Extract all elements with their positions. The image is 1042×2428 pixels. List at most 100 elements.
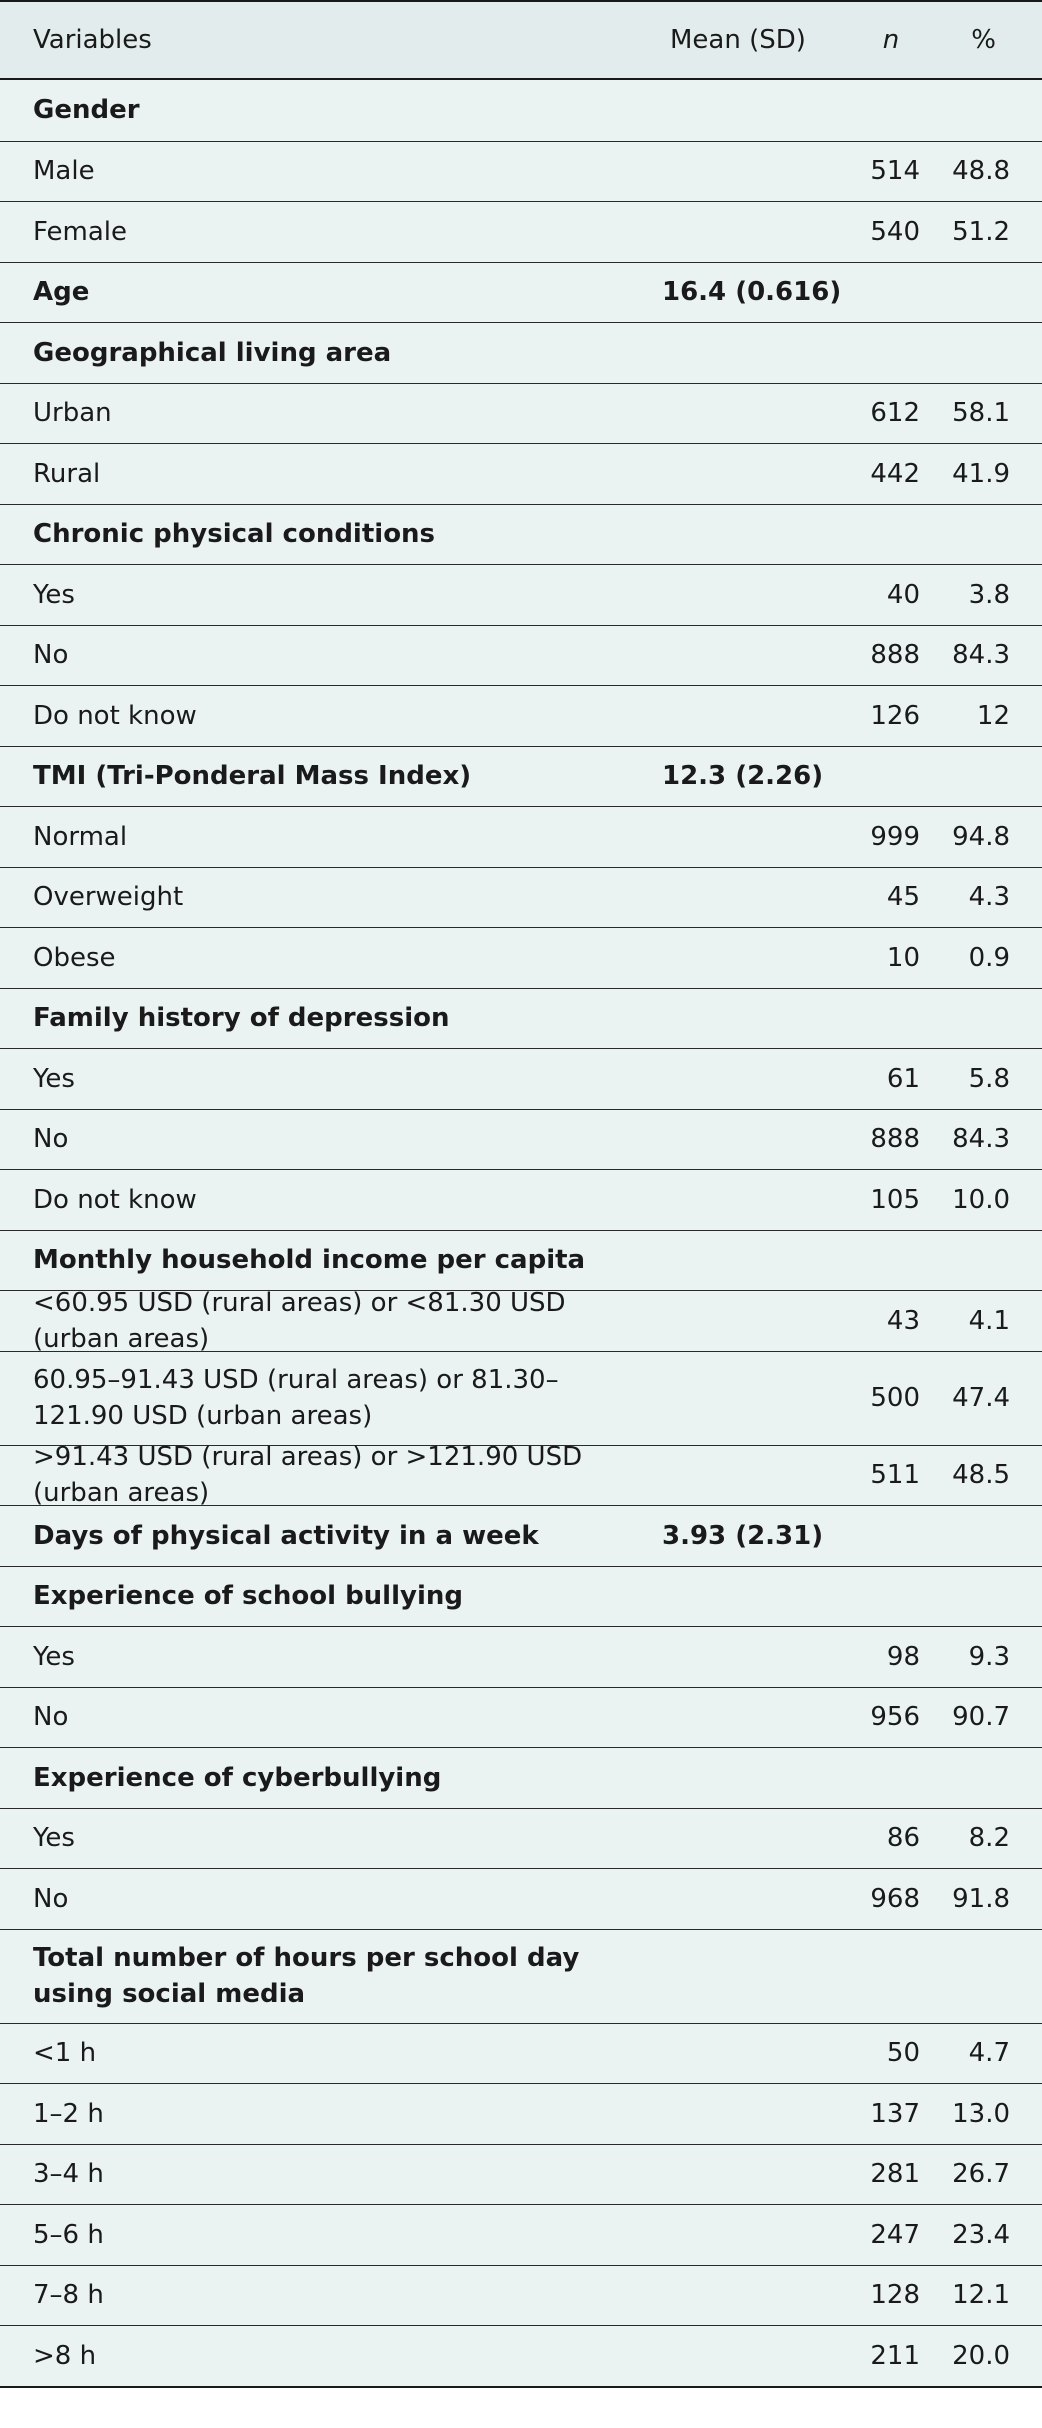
percent-cell: 90.7: [952, 1702, 1010, 1733]
table-row: <60.95 USD (rural areas) or <81.30 USD (…: [0, 1288, 1042, 1354]
mean-sd-cell: 3.93 (2.31): [662, 1520, 824, 1551]
n-cell: 511: [870, 1460, 920, 1491]
table-header-row: Variables Mean (SD) n %: [0, 2, 1042, 80]
variable-cell: Experience of cyberbullying: [33, 1762, 442, 1793]
variable-cell: Days of physical activity in a week: [33, 1520, 539, 1551]
percent-cell: 48.5: [952, 1460, 1010, 1491]
table-row: No 956 90.7: [0, 1686, 1042, 1748]
n-cell: 514: [870, 156, 920, 187]
header-mean-sd: Mean (SD): [670, 25, 806, 55]
header-n: n: [882, 25, 900, 55]
variable-cell: Obese: [33, 942, 116, 973]
n-cell: 126: [870, 700, 920, 731]
percent-cell: 58.1: [952, 398, 1010, 429]
table-row: Female 540 51.2: [0, 201, 1042, 262]
table-row: 60.95–91.43 USD (rural areas) or 81.30–1…: [0, 1350, 1042, 1445]
variable-cell: Yes: [33, 1063, 75, 1094]
table-row: >91.43 USD (rural areas) or >121.90 USD …: [0, 1442, 1042, 1508]
percent-cell: 0.9: [968, 942, 1010, 973]
variable-cell: Yes: [33, 1823, 75, 1854]
variable-cell: Yes: [33, 1641, 75, 1672]
table-row: <1 h 50 4.7: [0, 2022, 1042, 2084]
percent-cell: 84.3: [952, 1124, 1010, 1155]
percent-cell: 4.1: [968, 1305, 1010, 1336]
variable-cell: <60.95 USD (rural areas) or <81.30 USD (…: [33, 1287, 566, 1354]
n-cell: 442: [870, 458, 920, 489]
n-cell: 211: [870, 2340, 920, 2371]
n-cell: 43: [886, 1305, 920, 1336]
variable-cell: 1–2 h: [33, 2098, 104, 2129]
variable-cell: Rural: [33, 458, 101, 489]
table-row: Do not know 105 10.0: [0, 1169, 1042, 1230]
n-cell: 86: [886, 1823, 920, 1854]
n-cell: 968: [870, 1883, 920, 1914]
table-group-row: TMI (Tri-Ponderal Mass Index) 12.3 (2.26): [0, 745, 1042, 807]
n-cell: 247: [870, 2219, 920, 2250]
table-group-row: Gender: [0, 80, 1042, 141]
n-cell: 540: [870, 216, 920, 247]
variable-cell: Normal: [33, 821, 128, 852]
n-cell: 137: [870, 2098, 920, 2129]
table-group-row: Experience of cyberbullying: [0, 1747, 1042, 1808]
table-row: >8 h 211 20.0: [0, 2325, 1042, 2386]
variable-cell: <1 h: [33, 2038, 97, 2069]
n-cell: 105: [870, 1184, 920, 1215]
variable-cell: No: [33, 640, 69, 671]
table-group-row: Age 16.4 (0.616): [0, 261, 1042, 323]
variable-cell: 60.95–91.43 USD (rural areas) or 81.30–1…: [33, 1365, 559, 1431]
variable-cell: No: [33, 1883, 69, 1914]
variable-cell: Do not know: [33, 1184, 197, 1215]
table-group-row: Total number of hours per school day usi…: [0, 1928, 1042, 2023]
n-cell: 98: [886, 1641, 920, 1672]
table-body: Gender Male 514 48.8 Female 540 51.2 Age 16.4 (0…: [0, 80, 1042, 2386]
table-row: Urban 612 58.1: [0, 382, 1042, 444]
percent-cell: 4.3: [968, 882, 1010, 913]
percent-cell: 84.3: [952, 640, 1010, 671]
variable-cell: Family history of depression: [33, 1003, 450, 1034]
table-row: 1–2 h 137 13.0: [0, 2083, 1042, 2144]
table-row: Obese 10 0.9: [0, 927, 1042, 988]
table-group-row: Chronic physical conditions: [0, 503, 1042, 565]
mean-sd-cell: 12.3 (2.26): [662, 761, 824, 792]
percent-cell: 48.8: [952, 156, 1010, 187]
percent-cell: 12: [976, 700, 1010, 731]
table-row: Yes 86 8.2: [0, 1807, 1042, 1869]
table-group-row: Days of physical activity in a week 3.93 …: [0, 1505, 1042, 1566]
percent-cell: 94.8: [952, 821, 1010, 852]
percent-cell: 12.1: [952, 2280, 1010, 2311]
table-row: Overweight 45 4.3: [0, 866, 1042, 928]
n-cell: 45: [886, 882, 920, 913]
table-row: 5–6 h 247 23.4: [0, 2204, 1042, 2265]
table-row: Yes 40 3.8: [0, 564, 1042, 625]
table-row: 3–4 h 281 26.7: [0, 2143, 1042, 2205]
n-cell: 10: [886, 942, 920, 973]
table-row: Yes 61 5.8: [0, 1048, 1042, 1109]
percent-cell: 47.4: [952, 1383, 1010, 1413]
table-row: No 968 91.8: [0, 1868, 1042, 1929]
percent-cell: 3.8: [968, 579, 1010, 610]
percent-cell: 4.7: [968, 2038, 1010, 2069]
variable-cell: Geographical living area: [33, 337, 392, 368]
table-row: No 888 84.3: [0, 1108, 1042, 1170]
table-group-row: Geographical living area: [0, 322, 1042, 383]
header-variables: Variables: [33, 25, 152, 55]
n-cell: 999: [870, 821, 920, 852]
table-row: Normal 999 94.8: [0, 806, 1042, 867]
header-percent: %: [971, 25, 996, 55]
variable-cell: >91.43 USD (rural areas) or >121.90 USD …: [33, 1442, 583, 1509]
variable-cell: Age: [33, 277, 90, 308]
variable-cell: Female: [33, 216, 128, 247]
variable-cell: Yes: [33, 579, 75, 610]
n-cell: 888: [870, 640, 920, 671]
table-row: No 888 84.3: [0, 624, 1042, 686]
variable-cell: 3–4 h: [33, 2159, 104, 2190]
variable-cell: Gender: [33, 95, 140, 126]
table-group-row: Family history of depression: [0, 987, 1042, 1049]
table-row: Male 514 48.8: [0, 140, 1042, 202]
variable-cell: >8 h: [33, 2340, 97, 2371]
variable-cell: Overweight: [33, 882, 184, 913]
n-cell: 956: [870, 1702, 920, 1733]
table-row: Yes 98 9.3: [0, 1626, 1042, 1687]
table-row: Do not know 126 12: [0, 685, 1042, 746]
